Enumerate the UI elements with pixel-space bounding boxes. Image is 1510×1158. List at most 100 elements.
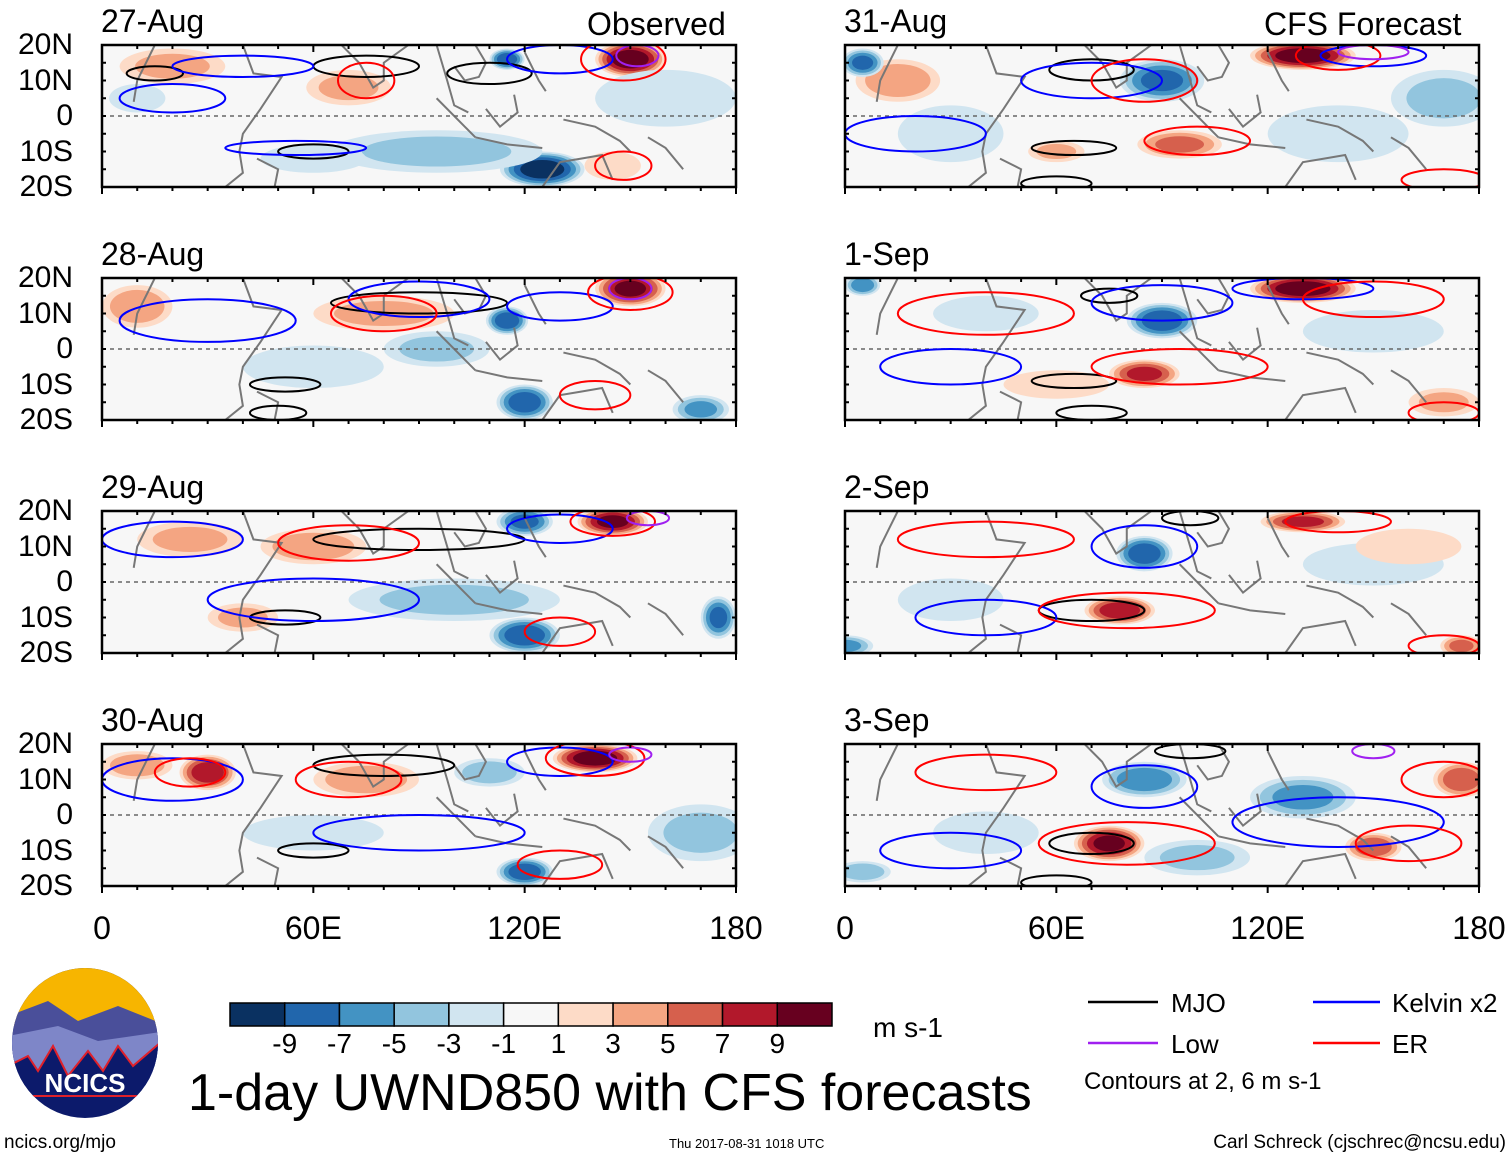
panel-date-observed: 29-Aug [101, 469, 205, 505]
coastline [256, 623, 280, 653]
kelvin-contour [1090, 764, 1199, 809]
er-contour [1090, 58, 1199, 103]
kelvin-contour [118, 83, 227, 114]
coastline [647, 835, 684, 869]
lon-label: 120E [1230, 910, 1306, 946]
lon-label: 180 [1452, 910, 1506, 946]
coastline [541, 852, 614, 886]
coastline [1196, 511, 1231, 548]
kelvin-contour [879, 348, 1023, 386]
coastline [541, 153, 614, 187]
low-contour [625, 511, 671, 527]
lat-label: 20S [19, 869, 73, 902]
er-contour [569, 511, 656, 537]
kelvin-contour [312, 814, 526, 852]
lat-label: 10N [17, 296, 73, 330]
coastline [523, 750, 547, 791]
wind-anomaly-shading [510, 514, 539, 529]
er-contour [516, 849, 604, 880]
coastline [1178, 796, 1220, 838]
wind-anomaly-shading [520, 159, 565, 179]
colorbar-units: m s-1 [873, 1012, 943, 1043]
coastline [967, 45, 1027, 187]
footer-url: ncics.org/mjo [4, 1132, 116, 1153]
wind-anomaly-shading [1159, 845, 1235, 871]
panel-date-observed: 28-Aug [101, 236, 205, 272]
mjo-contour [1030, 372, 1118, 390]
mjo-contour [329, 291, 509, 315]
coastline [132, 278, 156, 335]
coastline [1196, 45, 1231, 82]
colorbar-label: -9 [272, 1028, 298, 1059]
er-contour [1294, 45, 1382, 71]
er-contour [558, 379, 632, 411]
coastline [1228, 327, 1262, 362]
lat-label: 20S [19, 636, 73, 669]
coastline [1390, 369, 1427, 403]
kelvin-contour [1020, 61, 1163, 100]
kelvin-contour [171, 54, 315, 78]
er-contour [1354, 824, 1463, 863]
coastline [523, 284, 547, 325]
wind-anomaly-shading [462, 761, 517, 784]
coastline [1266, 51, 1290, 92]
wind-anomaly-shading [684, 401, 718, 418]
lon-label: 0 [93, 910, 111, 946]
coastline [485, 793, 519, 828]
coastline [1390, 602, 1427, 636]
wind-anomaly-shading [933, 295, 1039, 332]
ncics-logo: NCICS [12, 968, 158, 1118]
coastline [475, 602, 543, 615]
coastline [485, 327, 519, 362]
wind-anomaly-shading [399, 336, 474, 362]
wind-anomaly-shading [897, 578, 1004, 622]
er-contour [896, 520, 1075, 559]
coastline [967, 744, 1027, 886]
lat-label: 10N [17, 762, 73, 796]
colorbar-label: -5 [381, 1028, 407, 1059]
wind-anomaly-shading [1302, 309, 1444, 353]
panel-date-forecast: 2-Sep [844, 469, 930, 505]
coastline [435, 45, 469, 114]
lon-label: 180 [709, 910, 763, 946]
legend-er: ER [1392, 1029, 1429, 1059]
wind-anomaly-shading [852, 55, 874, 70]
coastline [132, 45, 156, 102]
map-panel-1-Sep [843, 276, 1481, 427]
colorbar-label: 9 [769, 1028, 786, 1059]
coastline [224, 278, 284, 420]
wind-anomaly-shading [845, 863, 885, 881]
lat-label: 10S [19, 134, 73, 168]
wind-anomaly-shading [845, 639, 862, 653]
wind-anomaly-shading [1449, 639, 1474, 653]
wind-anomaly-shading [1275, 48, 1331, 64]
er-contour [1407, 634, 1479, 653]
panel-date-observed: 30-Aug [101, 702, 205, 738]
coastline [132, 744, 156, 801]
coastline [1228, 94, 1262, 129]
coastline [1266, 284, 1290, 325]
wind-anomaly-shading [611, 49, 649, 69]
coastline [1390, 136, 1427, 170]
er-contour [336, 61, 396, 100]
coastline [475, 369, 543, 382]
wind-anomaly-shading [595, 69, 736, 127]
wind-anomaly-shading [1116, 767, 1173, 792]
coastline [1228, 560, 1262, 595]
lat-label: 0 [56, 565, 73, 598]
coastline [967, 278, 1027, 420]
kelvin-contour [845, 115, 987, 153]
logo-text: NCICS [45, 1068, 126, 1098]
wind-anomaly-shading [494, 312, 520, 329]
lat-label: 10N [17, 529, 73, 563]
kelvin-contour [914, 598, 1058, 637]
coastline [563, 351, 632, 386]
colorbar-label: -1 [491, 1028, 517, 1059]
coastline [1178, 45, 1212, 114]
wind-anomaly-shading [709, 606, 728, 629]
wind-anomaly-shading [1275, 281, 1331, 297]
er-contour [277, 524, 420, 562]
mjo-contour [446, 61, 533, 86]
wind-anomaly-shading [897, 105, 1004, 163]
